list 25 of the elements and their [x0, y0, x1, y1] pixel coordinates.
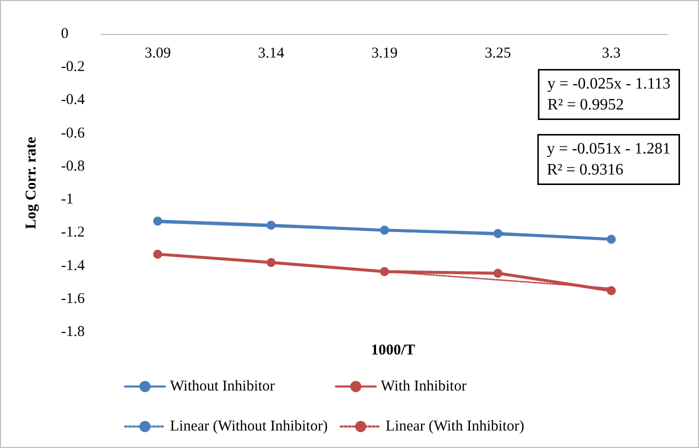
y-tick-label: -0.6 [61, 125, 86, 142]
y-axis-title: Log Corr. rate [24, 136, 40, 230]
annotation: y = -0.025x - 1.113 R² = 0.9952 [547, 76, 671, 114]
point [493, 268, 502, 278]
y-tick-label: -1.2 [61, 224, 85, 241]
legend-label: Linear (Without Inhibitor) [170, 418, 328, 434]
y-tick-label: -1.6 [61, 290, 86, 307]
y-tick-label: -1.8 [61, 324, 85, 340]
legend-label: Without Inhibitor [170, 378, 275, 394]
y-tick-label: -0.2 [61, 59, 85, 76]
x-tick-label: 3.3 [602, 46, 621, 62]
x-tick-label: 3.14 [258, 46, 285, 62]
annotation: y = -0.051x - 1.281 R² = 0.9316 [546, 140, 671, 178]
y-tick-label: 0 [61, 26, 68, 42]
legend-label: Linear (With Inhibitor) [386, 418, 524, 434]
y-tick-label: -1.4 [61, 258, 86, 274]
y-tick-label: -0.8 [61, 158, 85, 174]
x-tick-label: 3.09 [144, 46, 171, 62]
legend-label: With Inhibitor [380, 378, 466, 394]
y-tick-label: -0.4 [61, 92, 86, 108]
y-tick-label: -1 [61, 192, 74, 208]
point [606, 286, 616, 296]
x-tick-label: 3.25 [484, 46, 512, 62]
x-tick-label: 3.19 [371, 46, 398, 62]
x-axis-title: 1000/T [371, 342, 416, 358]
